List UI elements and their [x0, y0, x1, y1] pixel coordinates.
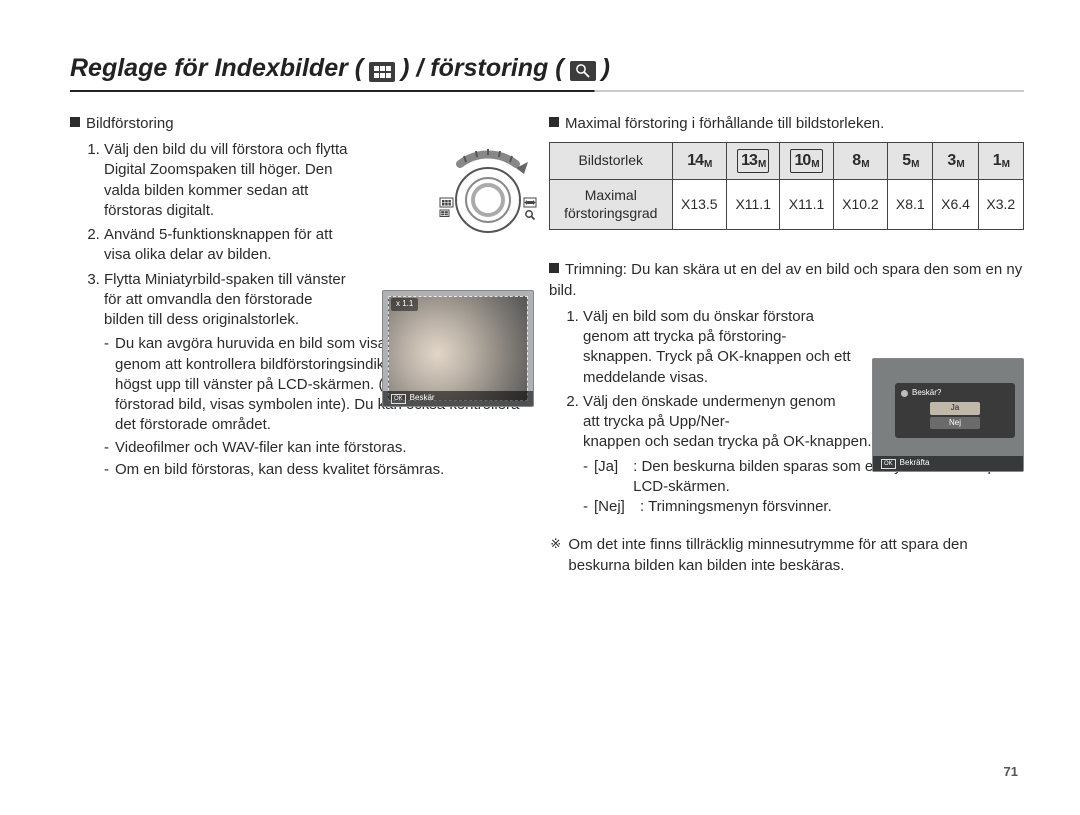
factor-cell: X10.2 [833, 179, 888, 230]
size-icon-14m: 14M [687, 150, 711, 172]
factor-cell: X6.4 [933, 179, 978, 230]
th-maxgrad: Maximal förstoringsgrad [550, 179, 673, 230]
manual-page: Reglage för Indexbilder ( ) / förstoring… [0, 0, 1080, 815]
right-column: Maximal förstoring i förhållande till bi… [549, 114, 1024, 576]
title-underline [70, 90, 1024, 92]
factor-cell: X11.1 [780, 179, 833, 230]
bullet-icon [549, 263, 559, 273]
factor-cell: X8.1 [888, 179, 933, 230]
bullet-icon [70, 117, 80, 127]
lcd1-footer-text: Beskär [410, 393, 435, 404]
title-part3: ) [602, 52, 610, 86]
ja-label: [Ja] [594, 457, 627, 498]
size-cell: 14M [672, 143, 727, 180]
nej-text: : Trimningsmenyn försvinner. [640, 497, 832, 517]
th-max-b: förstoringsgrad [564, 205, 657, 221]
dialog-icon [901, 390, 908, 397]
bullet-icon [549, 117, 559, 127]
title-part1: Reglage för Indexbilder ( [70, 52, 363, 86]
size-cell: 1M [978, 143, 1023, 180]
size-cell: 10M [780, 143, 833, 180]
factor-cell: X3.2 [978, 179, 1023, 230]
trim-heading: Trimning: Du kan skära ut en del av en b… [549, 261, 1022, 298]
note-star-icon: ※ [549, 535, 562, 576]
nej-label: [Nej] [594, 497, 634, 517]
dash: - [583, 457, 588, 498]
right-heading: Maximal förstoring i förhållande till bi… [565, 115, 884, 132]
zoom-dial-illustration [438, 140, 538, 244]
size-icon-3m: 3M [947, 150, 963, 172]
factor-cell: X11.1 [727, 179, 780, 230]
note-2: Videofilmer och WAV-filer kan inte först… [115, 438, 407, 458]
factor-cell: X13.5 [672, 179, 727, 230]
page-number: 71 [1004, 763, 1018, 781]
size-icon-1m: 1M [993, 150, 1009, 172]
dash: - [104, 438, 109, 458]
index-grid-icon [369, 62, 395, 82]
size-cell: 13M [727, 143, 780, 180]
size-cell: 3M [933, 143, 978, 180]
dialog-option-no: Nej [930, 417, 980, 430]
dash: - [104, 334, 109, 435]
dash: - [104, 460, 109, 480]
lcd-enlarge-preview: x 1.1 OK Beskär [382, 290, 534, 407]
size-icon-13m: 13M [737, 149, 769, 173]
th-max-a: Maximal [585, 187, 637, 203]
lcd2-footer-text: Bekräfta [900, 458, 930, 469]
size-icon-8m: 8M [852, 150, 868, 172]
size-table: Bildstorlek 14M 13M 10M 8M 5M 3M 1M Maxi… [549, 142, 1024, 230]
title-part2: ) / förstoring ( [401, 52, 563, 86]
memory-note: Om det inte finns tillräcklig minnesutry… [568, 535, 1024, 576]
zoom-indicator: x 1.1 [391, 298, 418, 311]
th-bildstorlek: Bildstorlek [550, 143, 673, 180]
page-title: Reglage för Indexbilder ( ) / förstoring… [70, 52, 1024, 86]
size-cell: 8M [833, 143, 888, 180]
ok-icon: OK [881, 459, 896, 469]
dialog-title: Beskär? [912, 388, 941, 399]
size-cell: 5M [888, 143, 933, 180]
left-heading: Bildförstoring [86, 115, 174, 132]
note-3: Om en bild förstoras, kan dess kvalitet … [115, 460, 444, 480]
lcd-trim-dialog: Beskär? Ja Nej OK Bekräfta [872, 358, 1024, 472]
size-icon-5m: 5M [902, 150, 918, 172]
trim-step-2b: knappen och sedan trycka på OK-knappen. [583, 433, 872, 450]
magnify-icon [570, 61, 596, 81]
dialog-option-yes: Ja [930, 402, 980, 415]
ok-icon: OK [391, 394, 406, 404]
size-icon-10m: 10M [790, 149, 822, 173]
dash: - [583, 497, 588, 517]
